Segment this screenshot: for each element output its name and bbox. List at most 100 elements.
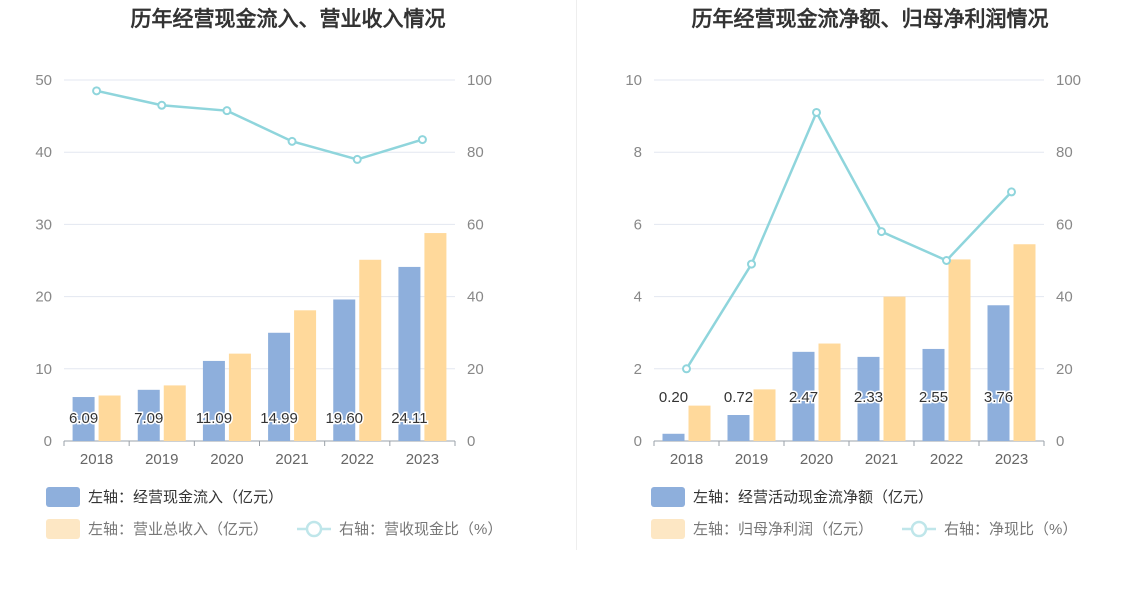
bar-series-2 <box>163 385 186 441</box>
bar-series-1 <box>792 351 815 441</box>
line-series-3 <box>96 89 423 161</box>
bar-data-label: 2.33 <box>854 389 883 406</box>
line-point <box>222 106 232 116</box>
bar-series-2 <box>753 389 776 441</box>
line-series-3 <box>685 109 1013 370</box>
legend-swatch-series-1 <box>46 487 80 507</box>
bar-data-label: 11.09 <box>196 410 232 427</box>
bar-series-2 <box>1013 244 1036 441</box>
bar-series-1 <box>268 332 291 441</box>
chart-panel-left: 历年经营现金流入、营业收入情况 0 0 10 20 20 40 30 60 40 80 50 100 20… <box>35 7 502 539</box>
y-right-tick-label: 40 <box>467 289 484 306</box>
legend-swatch-series-1 <box>651 487 685 507</box>
bar-series-2 <box>294 310 317 441</box>
bar-series-2 <box>359 259 382 441</box>
y-right-tick-label: 100 <box>467 72 492 89</box>
legend-swatch-series-3-marker <box>305 520 323 538</box>
line-point <box>352 154 362 164</box>
bar-series-1 <box>987 305 1010 441</box>
y-right-tick-label: 80 <box>1056 144 1073 161</box>
y-left-tick-label: 0 <box>44 433 52 450</box>
legend-label-series-1: 左轴：经营现金流入（亿元） <box>88 489 283 506</box>
bar-data-label: 6.09 <box>69 410 98 427</box>
bar-data-label: 14.99 <box>260 410 298 427</box>
line-point <box>92 86 102 96</box>
legend-label-series-2: 左轴：归母净利润（亿元） <box>693 521 873 538</box>
bar-series-1 <box>72 397 95 441</box>
x-category-label: 2022 <box>930 451 963 468</box>
legend-label-series-3: 右轴：营收现金比（%） <box>339 521 502 538</box>
x-category-label: 2023 <box>995 451 1028 468</box>
y-left-tick-label: 0 <box>634 433 642 450</box>
line-point <box>157 100 167 110</box>
y-left-tick-label: 4 <box>634 289 642 306</box>
bar-series-1 <box>922 348 945 441</box>
x-category-label: 2020 <box>800 451 833 468</box>
bar-series-2 <box>98 395 121 441</box>
x-category-label: 2019 <box>145 451 178 468</box>
line-point <box>417 135 427 145</box>
bar-series-1 <box>662 433 685 441</box>
bar-series-2 <box>424 233 447 441</box>
bar-series-1 <box>202 360 225 441</box>
bar-series-1 <box>398 266 421 441</box>
y-right-tick-label: 20 <box>467 361 484 378</box>
x-category-label: 2020 <box>210 451 243 468</box>
y-right-tick-label: 40 <box>1056 289 1073 306</box>
y-left-tick-label: 6 <box>634 216 642 233</box>
line-point <box>682 364 691 374</box>
legend-swatch-series-2 <box>651 519 685 539</box>
bar-data-label: 0.72 <box>724 389 753 406</box>
y-left-tick-label: 10 <box>625 72 642 89</box>
chart-title: 历年经营现金流净额、归母净利润情况 <box>692 7 1049 31</box>
bar-series-2 <box>818 343 841 441</box>
y-right-tick-label: 60 <box>467 216 484 233</box>
y-left-tick-label: 8 <box>634 144 642 161</box>
x-category-label: 2021 <box>275 451 308 468</box>
bar-data-label: 0.20 <box>659 389 688 406</box>
bar-series-1 <box>137 389 160 441</box>
y-right-tick-label: 20 <box>1056 361 1073 378</box>
bar-data-label: 2.55 <box>919 389 948 406</box>
bar-data-label: 3.76 <box>984 389 1013 406</box>
y-left-tick-label: 10 <box>35 361 52 378</box>
bar-data-label: 19.60 <box>325 410 363 427</box>
line-point <box>1007 187 1016 197</box>
x-category-label: 2023 <box>406 451 439 468</box>
bar-data-label: 7.09 <box>134 410 163 427</box>
line-point <box>812 107 821 117</box>
legend-label-series-3: 右轴：净现比（%） <box>944 521 1077 538</box>
bar-series-1 <box>333 299 356 441</box>
line-point <box>287 136 297 146</box>
legend-swatch-series-3-marker <box>910 520 928 538</box>
y-right-tick-label: 80 <box>467 144 484 161</box>
y-left-tick-label: 50 <box>35 72 52 89</box>
y-right-tick-label: 100 <box>1056 72 1081 89</box>
chart-panel-right: 历年经营现金流净额、归母净利润情况 0 0 2 20 4 40 6 60 8 80 10 100 2018… <box>577 0 1148 589</box>
chart-right-svg: 历年经营现金流净额、归母净利润情况 0 0 2 20 4 40 6 60 8 80 10 100 2018… <box>625 7 1081 539</box>
line-point <box>747 259 756 269</box>
bar-series-1 <box>727 415 750 441</box>
bar-series-1 <box>857 356 880 441</box>
line-point <box>942 256 951 265</box>
x-category-label: 2018 <box>670 451 703 468</box>
y-left-tick-label: 2 <box>634 361 642 378</box>
chart-title: 历年经营现金流入、营业收入情况 <box>131 7 446 31</box>
panel-divider <box>576 0 577 550</box>
y-right-tick-label: 0 <box>467 433 475 450</box>
y-left-tick-label: 40 <box>35 144 52 161</box>
bar-data-label: 24.11 <box>391 410 427 427</box>
bar-series-2 <box>228 353 251 441</box>
bar-series-2 <box>948 259 971 441</box>
x-category-label: 2018 <box>80 451 113 468</box>
bar-series-2 <box>688 405 711 441</box>
x-category-label: 2022 <box>341 451 374 468</box>
y-left-tick-label: 20 <box>35 289 52 306</box>
x-category-label: 2021 <box>865 451 898 468</box>
line-point <box>877 227 886 237</box>
y-right-tick-label: 60 <box>1056 216 1073 233</box>
y-right-tick-label: 0 <box>1056 433 1064 450</box>
legend-swatch-series-2 <box>46 519 80 539</box>
legend-label-series-2: 左轴：营业总收入（亿元） <box>88 521 268 538</box>
